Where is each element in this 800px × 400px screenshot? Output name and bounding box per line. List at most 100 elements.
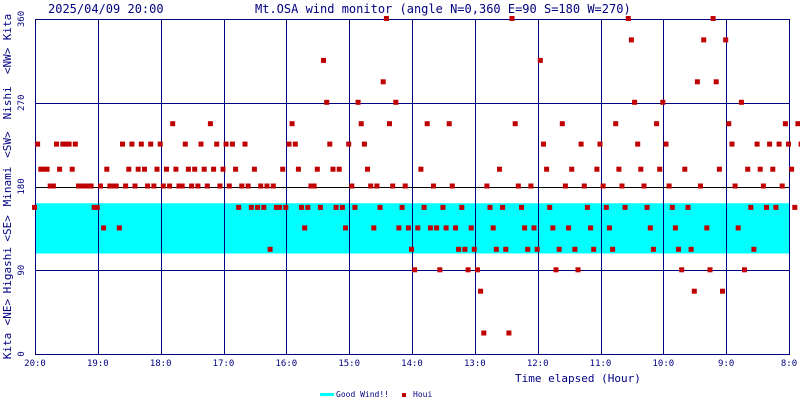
data-point [509, 16, 515, 21]
data-point [544, 166, 550, 172]
data-point [556, 246, 562, 252]
data-point [732, 183, 738, 189]
data-point [688, 246, 694, 252]
data-point [682, 166, 688, 172]
data-point [113, 183, 119, 189]
data-point [129, 141, 135, 147]
data-point [654, 121, 660, 127]
data-point [760, 183, 766, 189]
data-point [189, 183, 195, 189]
data-point [185, 166, 191, 172]
y-direction-label: Higashi [1, 247, 14, 293]
data-point [223, 141, 229, 147]
data-point [308, 183, 314, 189]
data-point [588, 225, 594, 231]
data-point [650, 246, 656, 252]
data-point [628, 37, 634, 43]
data-point [179, 183, 185, 189]
data-point [786, 141, 791, 147]
data-point [581, 183, 587, 189]
data-point [798, 141, 800, 147]
data-point [145, 183, 151, 189]
y-tick-label: 0 [17, 351, 27, 356]
data-point [343, 225, 348, 231]
data-point [559, 121, 565, 127]
data-point [157, 141, 163, 147]
y-direction-label: <SW> [1, 131, 14, 158]
data-point [248, 204, 254, 210]
data-point [764, 204, 769, 210]
data-point [789, 166, 795, 172]
data-point [625, 16, 631, 21]
data-point [333, 204, 339, 210]
data-point [211, 166, 217, 172]
data-point [82, 183, 88, 189]
data-point [239, 183, 245, 189]
data-point [622, 204, 628, 210]
data-point [66, 141, 72, 147]
data-point [76, 183, 81, 189]
data-point [522, 225, 528, 231]
data-point [638, 166, 644, 172]
data-point [214, 141, 220, 147]
data-point [69, 166, 75, 172]
data-point [383, 16, 389, 21]
data-point [35, 141, 41, 147]
data-point [104, 166, 110, 172]
timestamp: 2025/04/09 20:00 [48, 2, 164, 16]
data-point [120, 141, 125, 147]
data-point [170, 121, 176, 127]
data-point [704, 225, 710, 231]
data-point [478, 288, 484, 294]
data-point [475, 267, 480, 273]
x-tick-label: 15:0 [338, 359, 360, 369]
data-point [32, 204, 37, 210]
data-point [286, 141, 292, 147]
data-point [173, 166, 179, 172]
data-point [135, 166, 141, 172]
y-direction-label: Nishi [1, 86, 14, 119]
data-point [374, 183, 380, 189]
x-axis-label: Time elapsed (Hour) [515, 372, 641, 385]
wind-direction-points [32, 16, 800, 336]
data-point [619, 183, 625, 189]
data-point [101, 225, 107, 231]
data-point [606, 225, 612, 231]
data-point [757, 166, 763, 172]
data-point [38, 166, 44, 172]
data-point [160, 183, 166, 189]
x-tick-label: 8:0 [781, 359, 797, 369]
y-tick-label: 360 [17, 11, 27, 27]
data-point [123, 183, 129, 189]
data-point [519, 204, 524, 210]
data-point [456, 246, 462, 252]
chart-title: Mt.OSA wind monitor (angle N=0,360 E=90 … [255, 2, 631, 16]
legend-band-swatch [320, 393, 334, 396]
data-point [299, 204, 304, 210]
data-point [311, 183, 317, 189]
data-point [453, 225, 458, 231]
data-point [355, 99, 361, 105]
data-point [396, 225, 402, 231]
data-point [610, 246, 616, 252]
y-tick-label: 90 [17, 265, 27, 276]
data-point [324, 99, 330, 105]
data-point [154, 166, 160, 172]
data-point [261, 204, 267, 210]
data-point [792, 204, 798, 210]
data-point [767, 141, 773, 147]
data-point [201, 166, 207, 172]
data-point [132, 183, 138, 189]
data-point [541, 141, 546, 147]
data-point [594, 166, 600, 172]
data-point [698, 183, 703, 189]
data-point [72, 141, 78, 147]
data-point [597, 141, 603, 147]
data-point [182, 141, 188, 147]
y-direction-label: <NE> [1, 299, 14, 326]
data-point [110, 183, 116, 189]
plot-frame [35, 19, 790, 355]
x-tick-label: 20:0 [24, 359, 46, 369]
